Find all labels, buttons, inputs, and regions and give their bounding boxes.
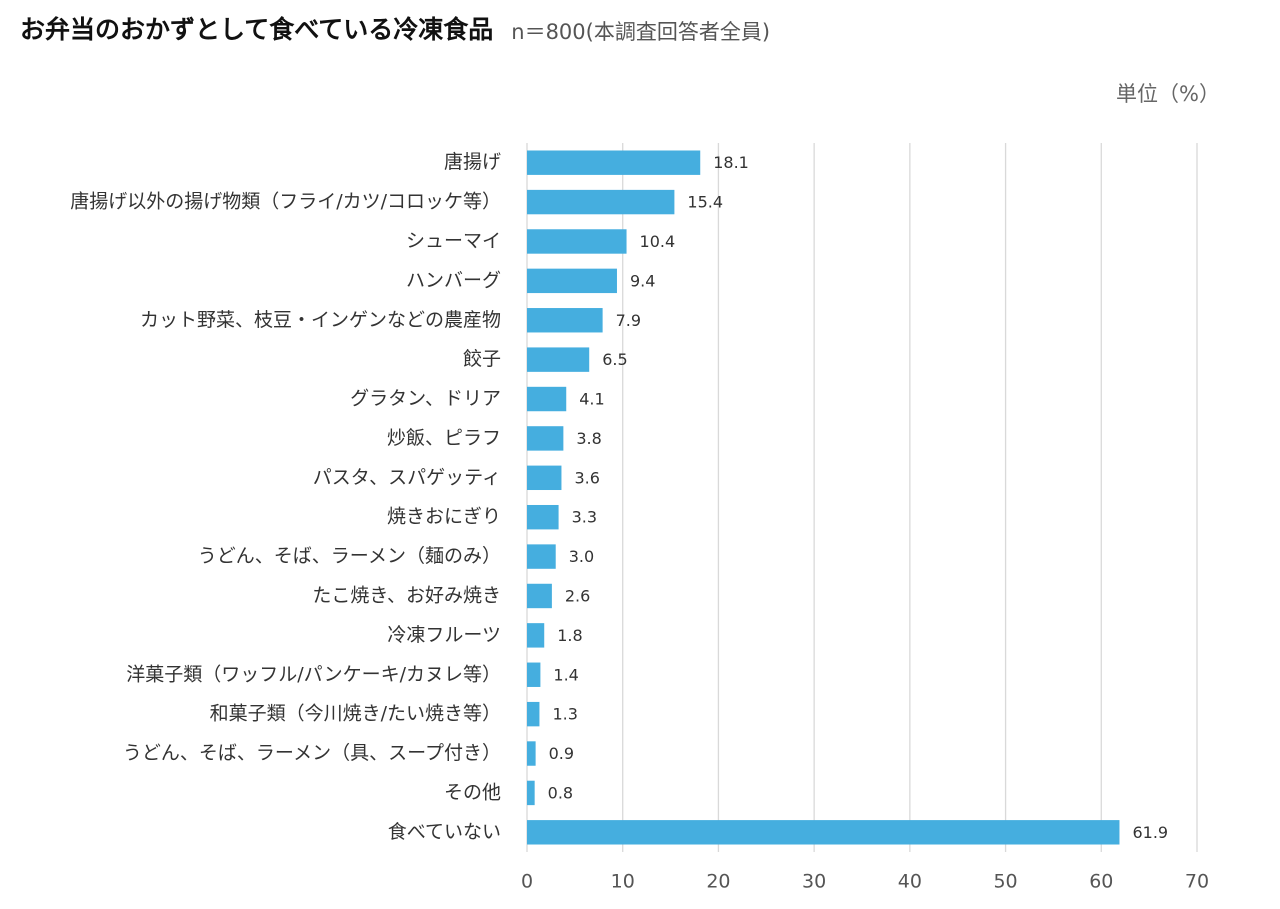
value-label: 2.6 [565,586,590,605]
x-tick-label: 0 [521,871,533,893]
value-label: 3.6 [574,468,599,487]
bar [527,741,536,766]
bar [527,544,556,569]
category-label: パスタ、スパゲッティ [313,466,501,488]
bar [527,150,701,175]
unit-label: 単位（%） [1116,82,1220,106]
x-tick-label: 40 [898,871,922,893]
value-label: 0.9 [549,744,574,763]
value-label: 3.0 [569,547,594,566]
category-label: グラタン、ドリア [350,388,501,410]
bar [527,780,535,806]
bar [527,189,675,215]
x-tick-label: 30 [802,871,826,893]
bar [527,465,562,491]
category-label: うどん、そば、ラーメン（麺のみ） [198,545,501,567]
category-label: シューマイ [406,230,501,252]
category-label: たこ焼き、お好み焼き [312,584,501,606]
category-label: 炒飯、ピラフ [387,427,501,449]
bar [527,229,627,254]
x-tick-label: 50 [993,871,1017,893]
value-label: 1.8 [557,626,582,645]
chart-subtitle: n＝800(本調査回答者全員) [511,20,770,44]
category-label: 洋菓子類（ワッフル/パンケーキ/カヌレ等） [126,663,501,685]
category-label: カット野菜、枝豆・インゲンなどの農産物 [140,309,501,331]
category-label: 餃子 [463,348,501,370]
value-label: 18.1 [713,153,749,172]
category-label: 食べていない [388,821,501,843]
category-label: 焼きおにぎり [387,506,501,528]
bar [527,820,1120,845]
category-label: 唐揚げ [444,151,501,173]
value-label: 9.4 [630,271,655,290]
value-label: 61.9 [1132,823,1168,842]
category-label: 冷凍フルーツ [387,624,501,646]
bar [527,623,545,648]
category-label: その他 [444,781,501,803]
category-label: うどん、そば、ラーメン（具、スープ付き） [123,742,501,764]
bar [527,662,541,687]
bar [527,268,617,294]
value-label: 1.4 [553,665,578,684]
x-tick-label: 70 [1185,871,1209,893]
value-label: 3.3 [572,508,597,527]
value-label: 4.1 [579,390,604,409]
x-tick-label: 10 [611,871,635,893]
category-label: 和菓子類（今川焼き/たい焼き等） [210,703,501,725]
value-label: 7.9 [616,311,641,330]
bar [527,701,540,727]
value-label: 15.4 [687,193,723,212]
bar [527,386,567,412]
bar [527,347,590,372]
value-label: 0.8 [548,783,573,802]
value-label: 10.4 [640,232,676,251]
chart-title: お弁当のおかずとして食べている冷凍食品 [20,15,493,44]
x-tick-label: 60 [1089,871,1113,893]
value-label: 1.3 [552,705,577,724]
value-label: 6.5 [602,350,627,369]
bar [527,426,564,451]
value-label: 3.8 [576,429,601,448]
bar [527,504,559,530]
bar [527,308,603,333]
bar [527,583,552,609]
x-tick-label: 20 [706,871,730,893]
category-label: 唐揚げ以外の揚げ物類（フライ/カツ/コロッケ等） [70,191,501,213]
category-label: ハンバーグ [406,269,501,291]
